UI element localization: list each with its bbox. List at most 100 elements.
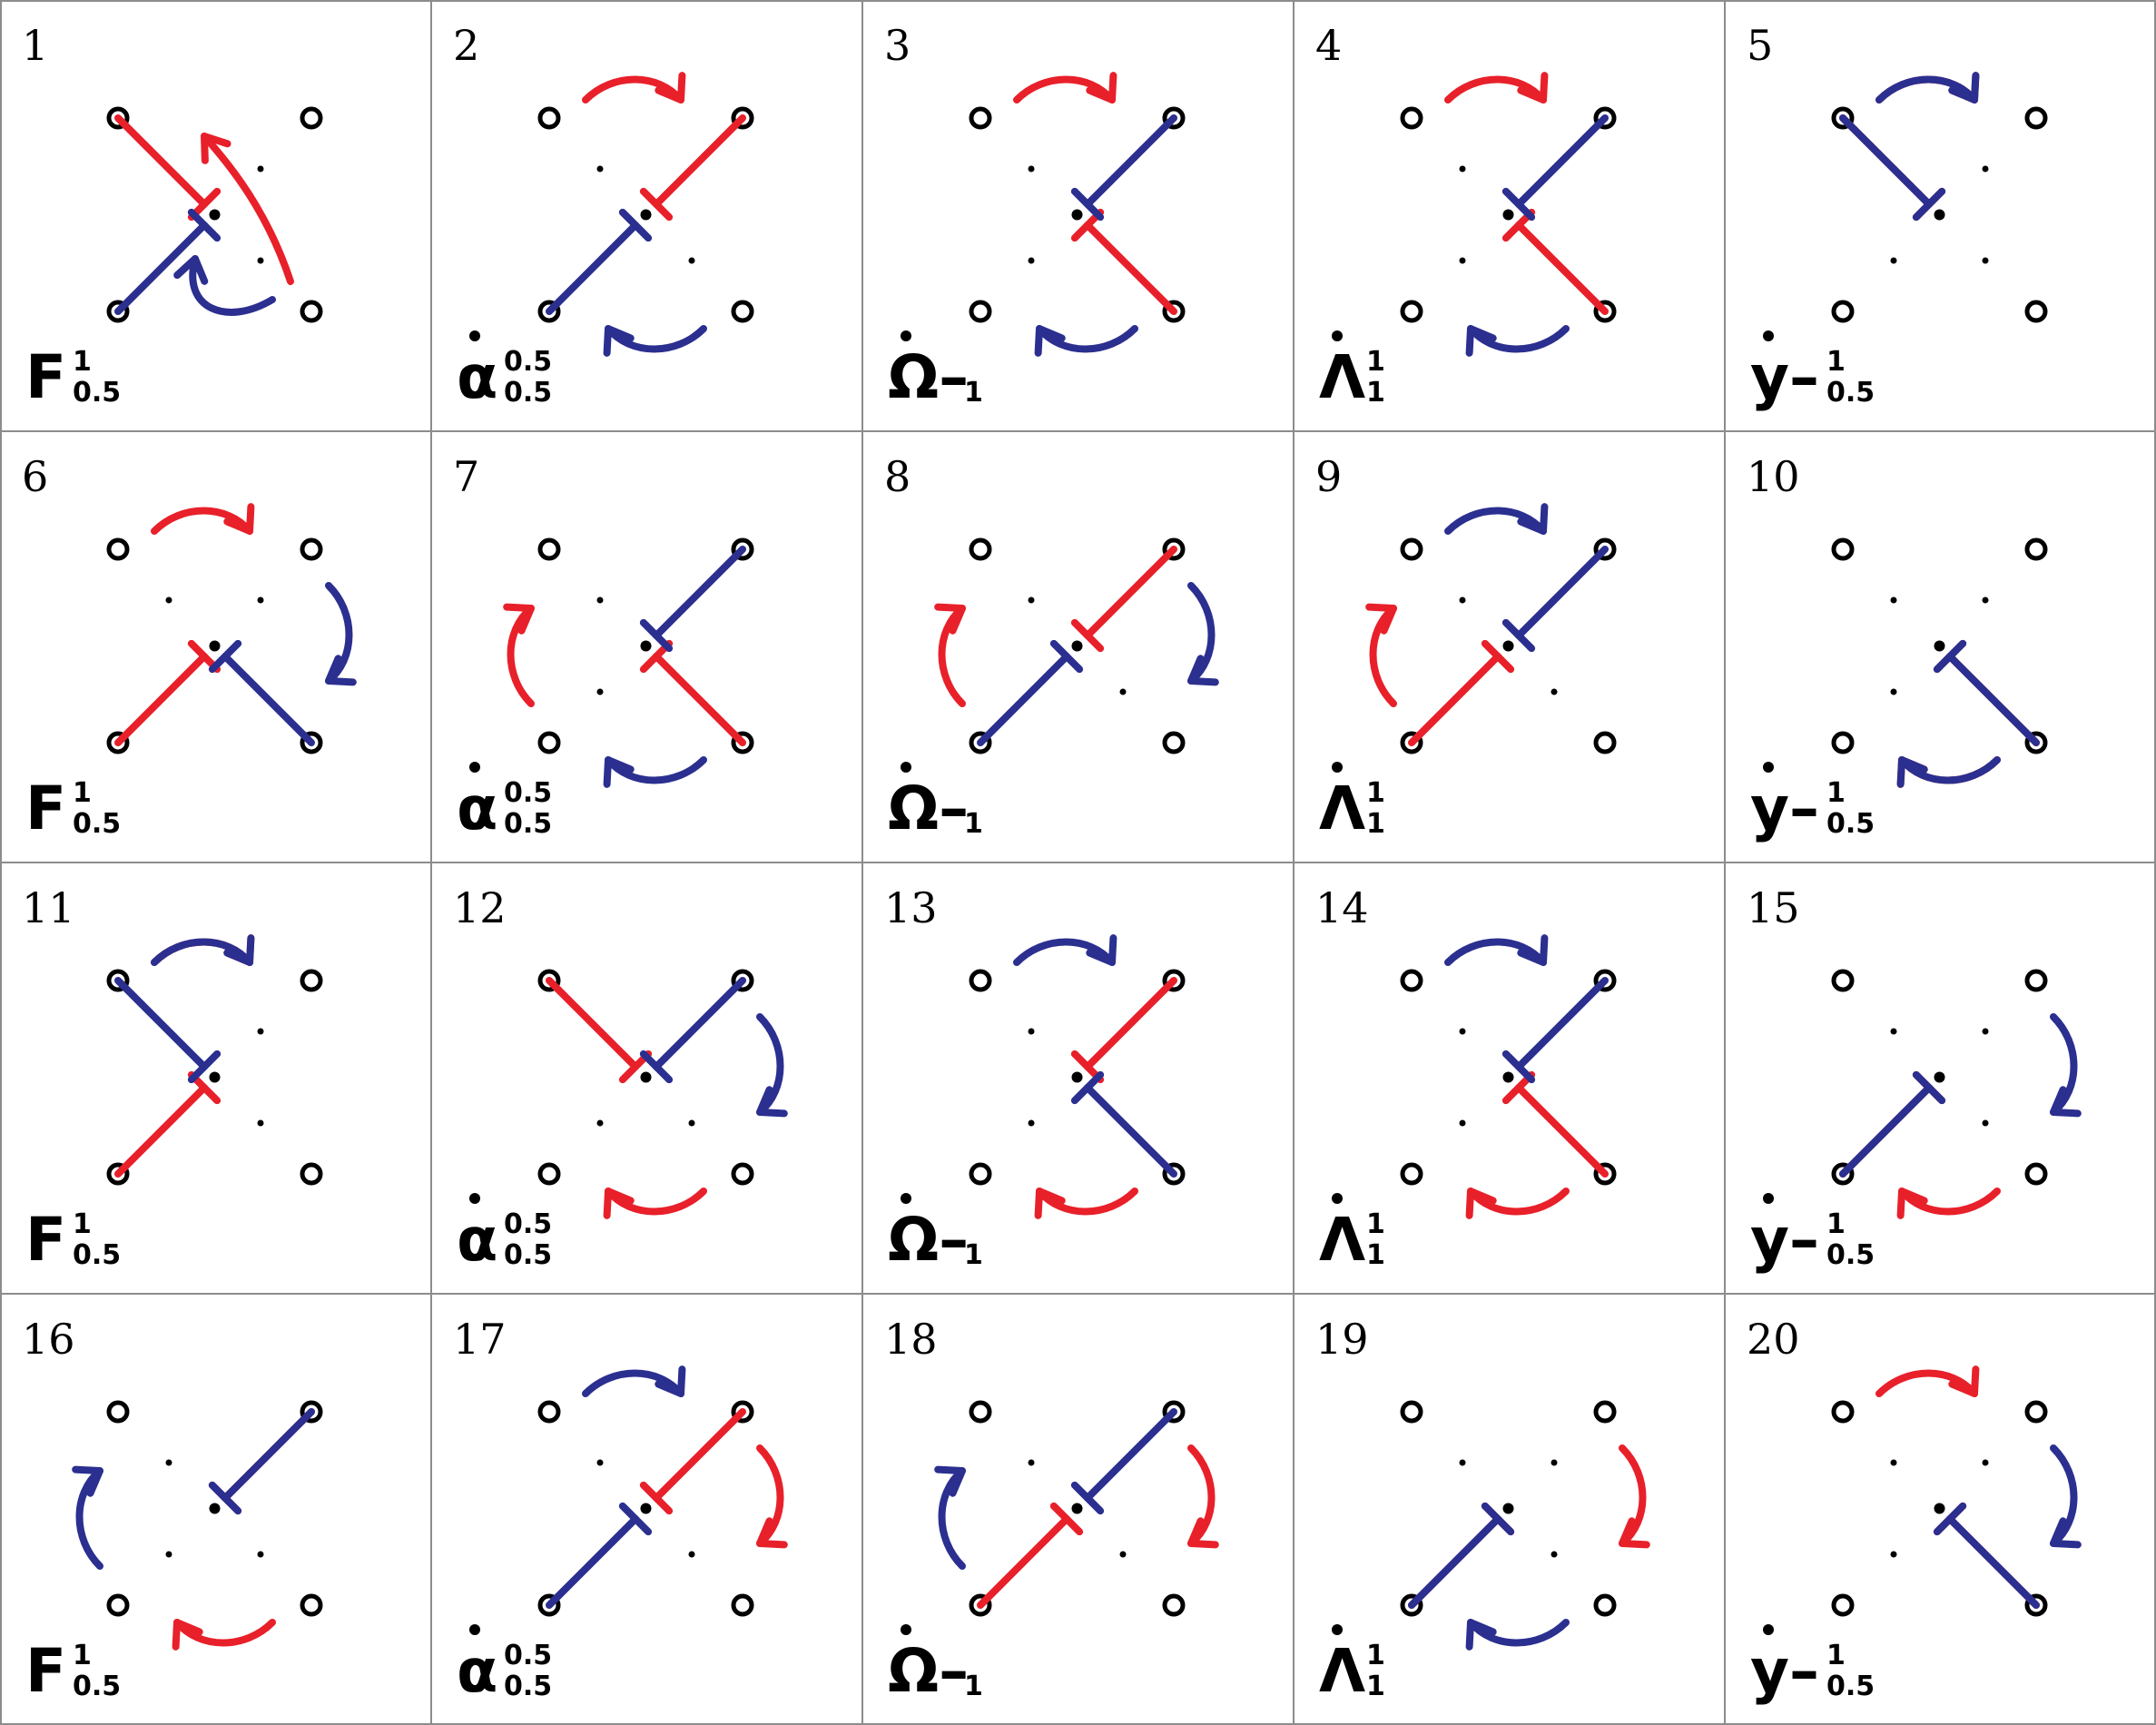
ring-node [300,731,323,754]
symbol-sup: 1 [1366,1640,1385,1671]
arrow-head [223,934,255,966]
tee-line [653,1408,746,1502]
symbol-label: Λ 11 [1319,762,1385,843]
tee-bar [187,1050,222,1084]
tee-bar [639,618,674,653]
ring-node [537,106,561,130]
small-dot [1459,1459,1466,1466]
symbol-sup: 0.5 [504,777,552,809]
tee-line [114,977,208,1070]
panel: 7 α 0.50.5 [453,452,754,843]
ring-node [2024,731,2048,754]
symbol-label: F 10.5 [25,1205,121,1275]
tee-bar [208,1481,242,1515]
curved-arrow [605,325,707,353]
small-dot [1551,688,1558,695]
tee-line [1515,114,1609,208]
ring-node [1162,300,1186,323]
ring-node [1162,537,1186,561]
panel-number: 5 [1747,21,1773,70]
panel: 13 Ω–1 [884,883,1186,1275]
tee-bar [618,1502,653,1536]
center-dot [1934,640,1945,652]
tee-line [653,977,746,1070]
tee-bar [1070,1481,1105,1515]
ring-node [1162,1400,1186,1424]
panel-number: 10 [1747,452,1800,501]
arrow-head [603,756,635,788]
symbol-sub: 0.5 [504,377,552,409]
small-dot [1028,165,1035,172]
center-dot [209,1071,221,1083]
small-dot [1890,1028,1897,1035]
tee-line [1084,546,1177,639]
tee-bar [1912,187,1946,222]
center-dot [1934,1503,1945,1514]
symbol-label: α 0.50.5 [457,1193,552,1275]
center-dot [640,640,652,652]
curved-arrow [1467,1188,1570,1216]
tee-line [114,114,208,208]
small-dot [1028,596,1035,604]
curved-arrow [507,605,535,707]
symbol-sup: 1 [1826,1640,1846,1671]
ring-node [537,300,561,323]
symbol-sub: 1 [964,377,983,409]
ring-node [969,1400,992,1424]
tee-bar [208,639,242,674]
center-dot [640,1071,652,1083]
symbol-label: y– 10.5 [1750,330,1875,412]
symbol-label: Λ 11 [1319,330,1385,412]
ring-node [731,1162,754,1186]
tee-bar [1933,1502,1967,1536]
tee-bar [618,208,653,242]
symbol-main: y– [1750,342,1819,412]
panel: 6 F 10.5 [22,452,357,843]
arrow-head [655,72,686,104]
tee-bar [1481,1502,1515,1536]
ring-node [1400,537,1423,561]
curved-arrow [1187,1444,1216,1547]
center-dot [209,209,221,221]
tee-bar [1912,1070,1946,1105]
curved-arrow [756,1444,784,1547]
ring-node [1400,1162,1423,1186]
ring-node [969,731,992,754]
tee-line [546,222,639,315]
center-dot [1071,640,1083,652]
ring-node [106,1400,130,1424]
curved-arrow [582,1369,684,1397]
symbol-dot [1763,1624,1774,1635]
tee-bar [1501,187,1536,222]
curved-arrow [173,1619,276,1647]
arrow-head [1517,934,1549,966]
small-dot [688,1551,695,1558]
tee-bar [187,208,222,242]
center-dot [1071,1071,1083,1083]
ring-node [1400,106,1423,130]
arrow-head [325,655,357,686]
symbol-sub: 0.5 [1826,377,1875,409]
ring-node [2024,1400,2048,1424]
panel: 3 Ω–1 [884,21,1186,412]
ring-node [2024,537,2048,561]
small-dot [596,1459,604,1466]
small-dot [1459,165,1466,172]
ring-node [1593,537,1617,561]
small-dot [1028,257,1035,264]
ring-node [1593,300,1617,323]
tee-bar [1070,618,1105,653]
tee-bar [639,1481,674,1515]
ring-node [300,537,323,561]
symbol-label: F 10.5 [25,774,121,843]
symbol-sup: 0.5 [504,1208,552,1240]
panel-number: 13 [884,883,938,932]
ring-node [1831,1593,1855,1617]
panel: 14 Λ 11 [1315,883,1617,1275]
symbol-label: α 0.50.5 [457,1624,552,1706]
ring-node [300,106,323,130]
symbol-sup: 1 [73,1640,92,1671]
symbol-sub: 0.5 [1826,1671,1875,1702]
panel: 15 y– 10.5 [1747,883,2082,1275]
